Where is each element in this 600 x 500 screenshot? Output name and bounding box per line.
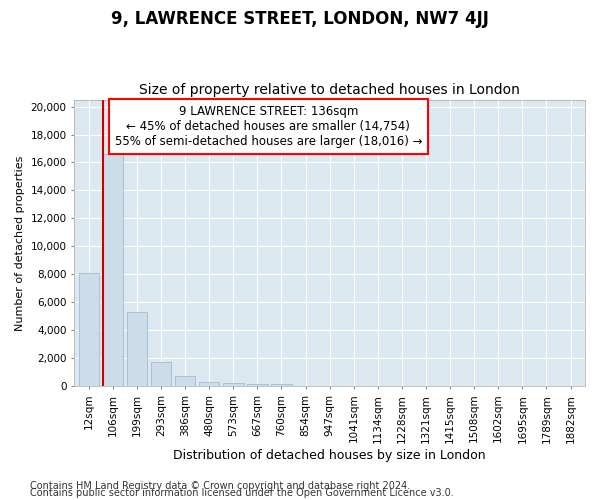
X-axis label: Distribution of detached houses by size in London: Distribution of detached houses by size … <box>173 450 486 462</box>
Text: 9 LAWRENCE STREET: 136sqm
← 45% of detached houses are smaller (14,754)
55% of s: 9 LAWRENCE STREET: 136sqm ← 45% of detac… <box>115 106 422 148</box>
Title: Size of property relative to detached houses in London: Size of property relative to detached ho… <box>139 83 520 97</box>
Bar <box>247 384 268 386</box>
Text: Contains HM Land Registry data © Crown copyright and database right 2024.: Contains HM Land Registry data © Crown c… <box>30 481 410 491</box>
Bar <box>199 382 220 386</box>
Bar <box>175 376 196 386</box>
Bar <box>79 273 99 386</box>
Y-axis label: Number of detached properties: Number of detached properties <box>15 155 25 330</box>
Text: Contains public sector information licensed under the Open Government Licence v3: Contains public sector information licen… <box>30 488 454 498</box>
Bar <box>223 384 244 386</box>
Bar <box>151 362 171 386</box>
Bar <box>103 154 123 386</box>
Bar <box>127 312 147 386</box>
Bar <box>271 384 292 386</box>
Text: 9, LAWRENCE STREET, LONDON, NW7 4JJ: 9, LAWRENCE STREET, LONDON, NW7 4JJ <box>111 10 489 28</box>
